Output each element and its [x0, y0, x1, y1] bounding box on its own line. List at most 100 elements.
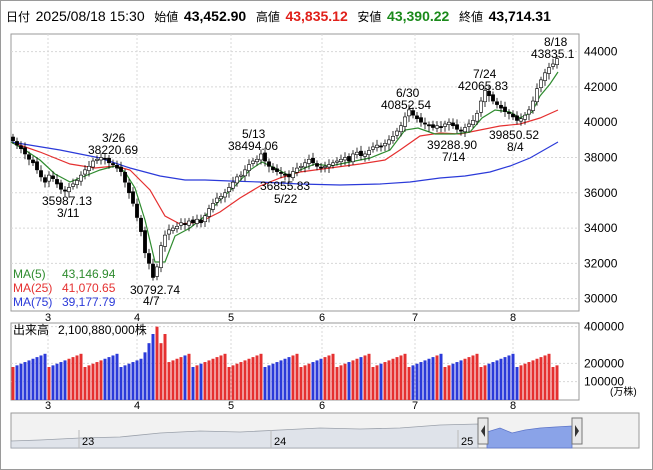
- candle-body: [531, 100, 535, 111]
- price-annotation: 30792.74: [130, 283, 180, 297]
- volume-bar: [215, 357, 219, 400]
- low-label: 安値: [357, 10, 382, 24]
- volume-bar: [91, 363, 95, 400]
- volume-bar: [167, 362, 171, 400]
- candle-body: [139, 217, 143, 232]
- volume-bar: [351, 360, 355, 400]
- candle-body: [499, 104, 503, 109]
- candle-body: [555, 58, 559, 65]
- candle-body: [403, 116, 407, 127]
- candle-body: [163, 234, 167, 247]
- candle-body: [295, 167, 299, 173]
- volume-bar: [431, 357, 435, 400]
- price-annotation: 40852.54: [381, 98, 431, 112]
- volume-bar: [127, 363, 131, 400]
- candle-body: [155, 266, 159, 277]
- candle-body: [363, 153, 367, 157]
- price-y-tick-label: 30000: [584, 292, 618, 306]
- volume-bar: [475, 353, 479, 400]
- candle-body: [87, 166, 91, 171]
- price-y-axis: 44000 42000 40000 38000 36000 34000 32000 30000: [584, 45, 618, 306]
- volume-bar: [159, 343, 163, 400]
- volume-bars: [11, 326, 559, 400]
- volume-bar: [191, 367, 195, 400]
- volume-bar: [319, 358, 323, 400]
- candle-body: [119, 166, 123, 172]
- volume-bar: [179, 357, 183, 400]
- volume-bar: [411, 365, 415, 400]
- candle-body: [167, 229, 171, 235]
- volume-bar: [199, 363, 203, 400]
- volume-bar: [15, 365, 19, 400]
- volume-bar: [367, 353, 371, 400]
- candle-body: [207, 208, 211, 217]
- volume-bar: [27, 360, 31, 400]
- candle-body: [415, 115, 419, 119]
- candle-body: [195, 218, 199, 224]
- price-x-tick-label: 3: [45, 312, 51, 324]
- volume-bar: [71, 357, 75, 400]
- ma-legend-value: 43,146.94: [62, 267, 116, 281]
- candle-body: [275, 168, 279, 172]
- volume-bar: [95, 362, 99, 400]
- ma-legend-value: 41,070.65: [62, 281, 116, 295]
- volume-bar: [219, 355, 223, 400]
- high-label: 高値: [255, 10, 280, 24]
- candle-body: [159, 245, 163, 268]
- volume-bar: [471, 355, 475, 400]
- volume-bar: [259, 353, 263, 400]
- volume-bar: [175, 358, 179, 400]
- candle-body: [423, 122, 427, 125]
- price-header: 日付 2025/08/18 15:30 始値 43,452.90 高値 43,8…: [6, 8, 557, 30]
- price-annotation: 4/7: [143, 294, 160, 308]
- volume-bar: [235, 363, 239, 400]
- low-value: 43,390.22: [387, 8, 450, 24]
- volume-bar: [515, 367, 519, 400]
- volume-bar: [303, 365, 307, 400]
- candle-body: [343, 157, 347, 161]
- ma-legend-value: 39,177.79: [62, 295, 116, 309]
- price-y-tick-label: 36000: [584, 186, 618, 200]
- volume-bar: [523, 363, 527, 400]
- volume-bar: [479, 367, 483, 400]
- volume-bar: [539, 357, 543, 400]
- candle-body: [327, 164, 331, 168]
- price-annotation: 39850.52: [489, 128, 539, 142]
- price-annotation: 7/14: [442, 150, 466, 164]
- volume-bar: [99, 360, 103, 400]
- volume-bar: [47, 367, 51, 400]
- volume-bar: [83, 367, 87, 400]
- volume-bar: [227, 367, 231, 400]
- candle-body: [447, 121, 451, 125]
- open-value: 43,452.90: [183, 8, 247, 24]
- volume-bar: [31, 358, 35, 400]
- candle-body: [271, 166, 275, 171]
- candle-body: [23, 147, 27, 155]
- volume-bar: [443, 367, 447, 400]
- price-y-tick-label: 42000: [584, 80, 618, 94]
- volume-bar: [535, 358, 539, 400]
- price-annotation: 38494.06: [228, 139, 278, 153]
- price-annotation: 5/13: [242, 127, 266, 141]
- volume-bar: [287, 357, 291, 400]
- candle-body: [223, 192, 227, 198]
- volume-bar: [143, 352, 147, 400]
- price-annotation: 38220.69: [88, 143, 138, 157]
- candle-body: [183, 223, 187, 225]
- candle-body: [67, 187, 71, 193]
- candle-body: [339, 158, 343, 163]
- candle-body: [31, 159, 35, 164]
- price-y-tick-label: 38000: [584, 151, 618, 165]
- candle-body: [27, 154, 31, 160]
- candle-body: [291, 171, 295, 178]
- candle-body: [151, 263, 155, 278]
- candle-body: [143, 230, 147, 254]
- price-y-tick-label: 40000: [584, 115, 618, 129]
- candle-body: [315, 163, 319, 167]
- volume-bar: [419, 362, 423, 400]
- candle-body: [303, 162, 307, 168]
- volume-bar: [355, 358, 359, 400]
- volume-bar: [67, 358, 71, 400]
- volume-bar: [499, 358, 503, 400]
- ma-legend-name: MA(5): [13, 267, 46, 281]
